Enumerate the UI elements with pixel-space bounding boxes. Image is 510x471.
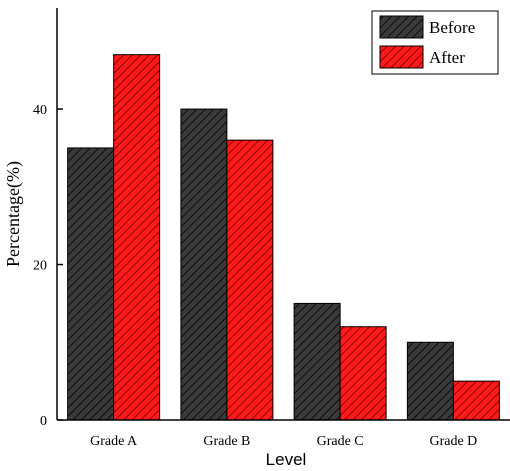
bar-after-grade-d bbox=[452, 380, 500, 421]
x-tick-label-grade-c: Grade C bbox=[317, 434, 364, 449]
bar-after-grade-a bbox=[113, 54, 161, 421]
x-tick-label-grade-a: Grade A bbox=[90, 434, 138, 449]
y-tick-label-20: 20 bbox=[33, 259, 47, 274]
bars-group bbox=[67, 54, 500, 421]
legend: Before After bbox=[371, 10, 499, 75]
y-axis-title: Percentage(%) bbox=[3, 161, 24, 267]
bar-after-grade-b bbox=[226, 139, 274, 421]
bar-before-grade-b bbox=[180, 108, 228, 421]
x-tick-label-grade-d: Grade D bbox=[429, 434, 477, 449]
legend-label-after: After bbox=[429, 48, 465, 67]
legend-label-before: Before bbox=[429, 18, 475, 37]
bar-before-grade-d bbox=[406, 341, 454, 421]
legend-swatch-after bbox=[379, 45, 424, 69]
bar-after-grade-c bbox=[339, 326, 387, 421]
y-ticks-group: 0 20 40 bbox=[33, 103, 63, 429]
x-axis-title: Level bbox=[266, 450, 307, 469]
y-tick-label-40: 40 bbox=[33, 103, 47, 118]
y-tick-label-0: 0 bbox=[40, 414, 47, 429]
bar-before-grade-c bbox=[293, 302, 341, 421]
bar-before-grade-a bbox=[67, 147, 115, 421]
x-ticks-group: Grade A Grade B Grade C Grade D bbox=[90, 434, 477, 449]
x-tick-label-grade-b: Grade B bbox=[203, 434, 250, 449]
legend-swatch-before bbox=[379, 15, 424, 39]
